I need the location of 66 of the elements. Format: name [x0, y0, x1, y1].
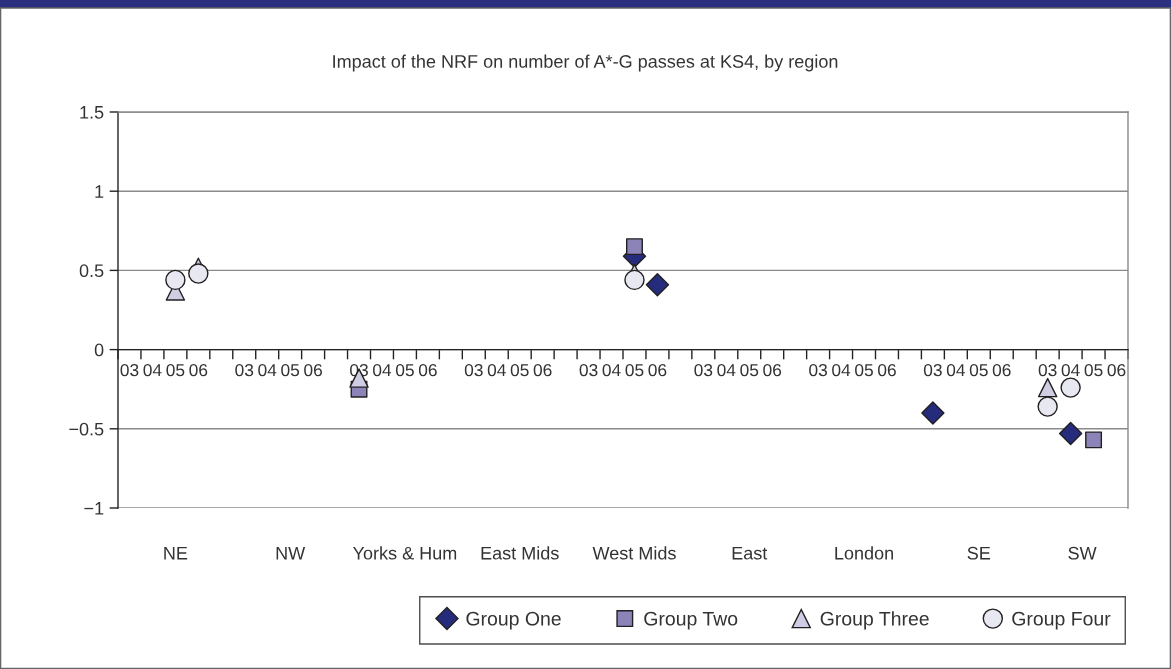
- x-tick-label: 03: [464, 363, 483, 377]
- x-tick-label: 03: [579, 363, 598, 377]
- text: NW: [276, 546, 306, 560]
- point: [165, 269, 186, 291]
- y-tick-label: 1: [95, 185, 104, 198]
- x-tick-label: 03: [1038, 363, 1057, 377]
- x-tick-label: 06: [533, 363, 552, 377]
- x-tick-label: 03: [694, 363, 713, 377]
- point: [645, 272, 670, 297]
- text: East Mids: [481, 546, 559, 560]
- x-tick-label: 05: [969, 363, 988, 377]
- point: [921, 401, 945, 425]
- y-tick-label: 0: [94, 343, 104, 357]
- text: London: [835, 546, 893, 560]
- point: [1085, 431, 1103, 449]
- x-tick-label: 05: [855, 363, 873, 377]
- x-tick-label: 03: [235, 363, 254, 377]
- x-tick-label: 06: [1107, 363, 1126, 377]
- x-tick-label: 05: [281, 363, 300, 377]
- point: [1060, 377, 1081, 398]
- x-tick-label: 06: [763, 363, 782, 377]
- point: [626, 238, 643, 256]
- x-tick-label: 04: [143, 363, 162, 377]
- legend-label: Group Four: [1012, 611, 1111, 630]
- x-tick-label: 05: [510, 363, 529, 377]
- x-tick-label: 06: [648, 363, 667, 377]
- x-tick-label: 04: [487, 363, 506, 377]
- chart-title: Impact of the NRF on number of A*-G passes at KS4, by region: [333, 54, 838, 72]
- legend-label: Group One: [466, 611, 561, 630]
- point: [624, 269, 645, 291]
- y-tick-label: 0.5: [79, 264, 104, 278]
- x-tick-label: 04: [602, 363, 621, 377]
- legend-label: Group Two: [644, 611, 738, 630]
- x-tick-label: 06: [189, 363, 208, 377]
- x-tick-label: 06: [992, 363, 1011, 377]
- y-tick-label: −1: [84, 502, 104, 515]
- x-tick-label: 05: [740, 363, 759, 377]
- y-tick-label: −0.5: [69, 422, 104, 436]
- x-tick-label: 04: [717, 363, 736, 377]
- x-tick-label: 03: [809, 363, 828, 377]
- x-tick-label: 05: [166, 363, 185, 377]
- text: SW: [1068, 546, 1097, 560]
- x-tick-label: 03: [120, 363, 139, 377]
- point: [1058, 421, 1083, 446]
- x-tick-label: 04: [832, 363, 851, 377]
- x-tick-label: 03: [923, 363, 942, 377]
- x-tick-label: 05: [1084, 363, 1103, 377]
- text: East: [732, 546, 768, 560]
- legend-label: Group Three: [820, 611, 929, 630]
- x-tick-label: 04: [946, 363, 965, 377]
- x-tick-label: 06: [418, 363, 437, 377]
- x-tick-label: 05: [395, 363, 414, 377]
- y-tick-label: 1.5: [80, 106, 104, 119]
- x-tick-label: 05: [625, 363, 644, 377]
- x-tick-label: 06: [304, 363, 323, 377]
- text: Yorks & Hum: [352, 546, 457, 560]
- x-tick-label: 04: [373, 363, 392, 377]
- x-tick-label: 04: [258, 363, 277, 377]
- x-tick-label: 06: [878, 363, 896, 377]
- text: SE: [967, 546, 991, 560]
- point: [188, 263, 209, 284]
- text: West Mids: [592, 546, 676, 560]
- point: [1037, 377, 1058, 398]
- point: [1037, 396, 1058, 417]
- text: NE: [164, 546, 188, 560]
- x-tick-label: 04: [1061, 363, 1080, 377]
